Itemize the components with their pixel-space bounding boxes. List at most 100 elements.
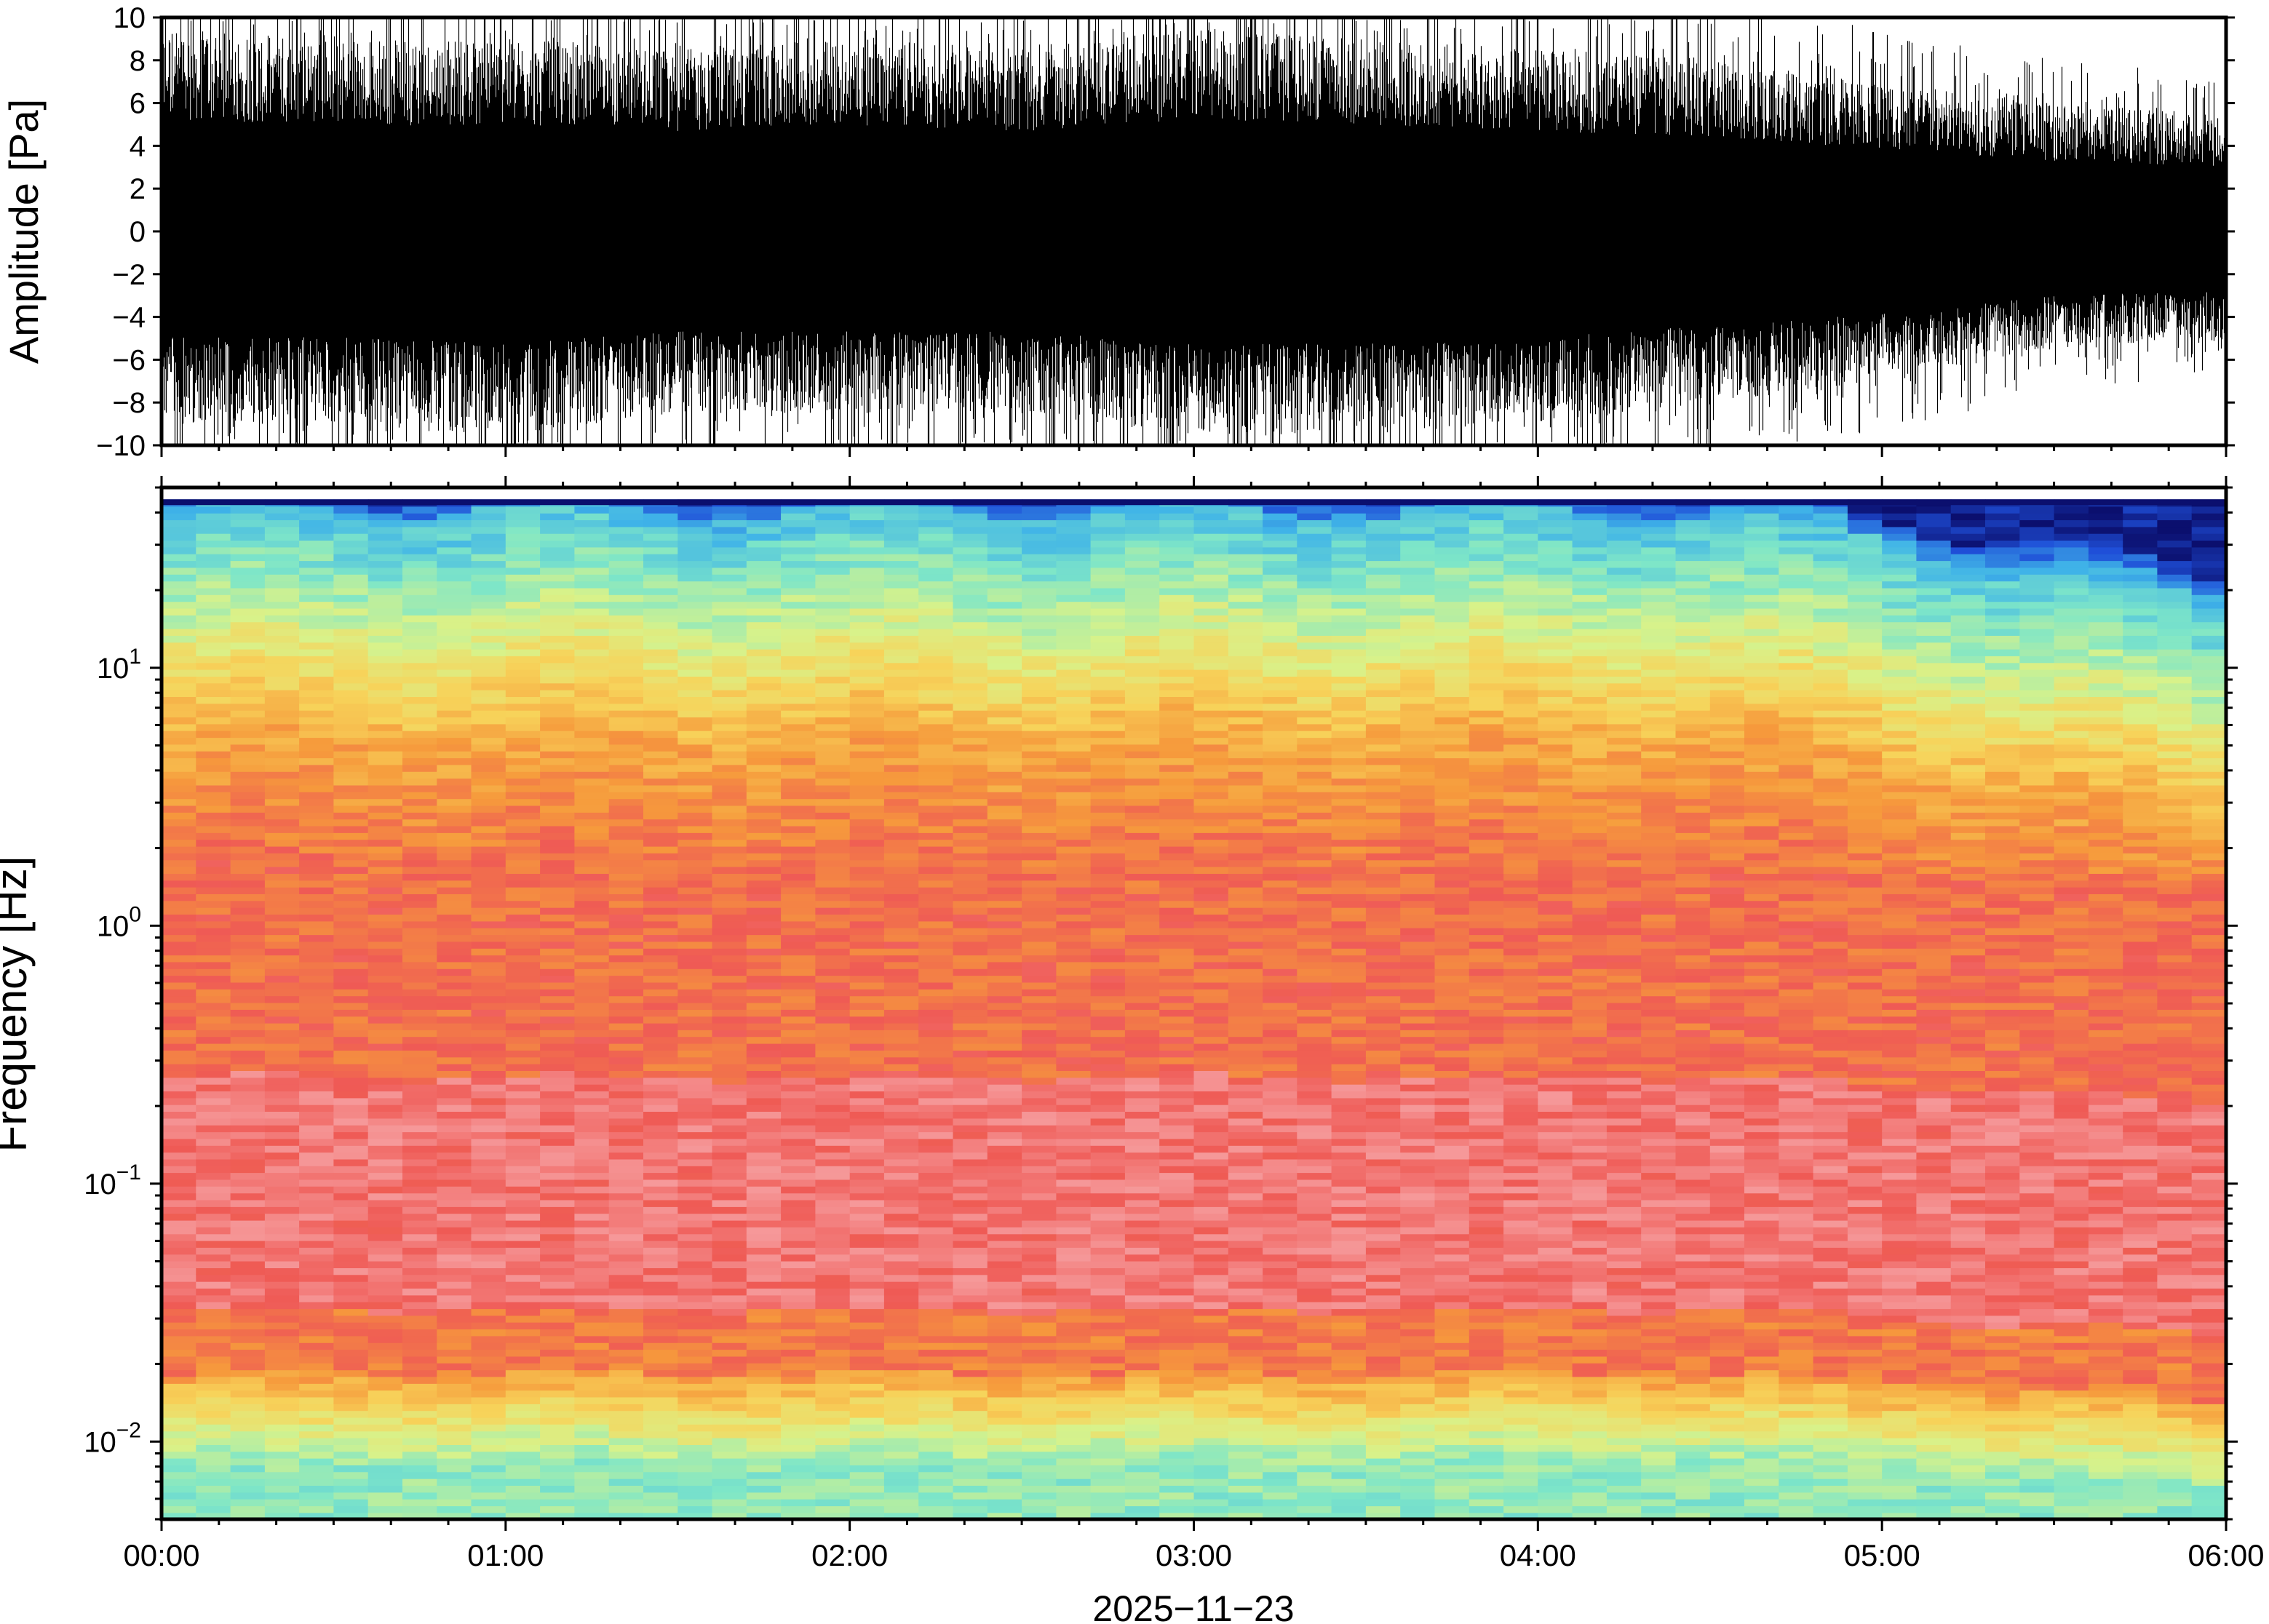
spectrogram-cell (1228, 546, 1264, 554)
spectrogram-cell (712, 1009, 747, 1017)
spectrogram-cell (1193, 703, 1229, 711)
spectrogram-cell (162, 866, 197, 874)
spectrogram-cell (1090, 1166, 1126, 1174)
spectrogram-cell (437, 642, 472, 650)
spectrogram-cell (815, 1308, 851, 1316)
spectrogram-cell (574, 601, 610, 609)
spectrogram-cell (1022, 601, 1057, 609)
spectrogram-cell (264, 1219, 301, 1227)
spectrogram-cell (299, 1288, 335, 1296)
spectrogram-cell (264, 839, 301, 847)
spectrogram-cell (712, 1363, 747, 1371)
spectrogram-cell (505, 662, 541, 670)
spectrogram-cell (540, 648, 576, 656)
spectrogram-cell (574, 1213, 610, 1221)
spectrogram-cell (677, 642, 713, 650)
spectrogram-cell (746, 1410, 782, 1418)
spectrogram-cell (953, 669, 988, 677)
spectrogram-cell (1056, 1152, 1092, 1160)
spectrogram-cell (230, 1104, 266, 1112)
spectrogram-cell (987, 832, 1023, 840)
spectrogram-cell (402, 1376, 438, 1384)
spectrogram-cell (264, 1342, 301, 1350)
spectrogram-cell (712, 1274, 747, 1282)
spectrogram-cell (849, 798, 885, 806)
spectrogram-cell (574, 676, 610, 684)
spectrogram-cell (196, 751, 231, 759)
spectrogram-cell (918, 839, 954, 847)
spectrogram-cell (1090, 1404, 1126, 1412)
spectrogram-cell (402, 648, 438, 656)
spectrogram-cell (1124, 934, 1161, 942)
spectrogram-cell (1022, 1492, 1057, 1500)
spectrogram-cell (643, 1125, 679, 1133)
spectrogram-cell (1124, 1193, 1161, 1201)
spectrogram-cell (505, 771, 541, 779)
spectrogram-cell (1193, 1050, 1229, 1058)
spectrogram-cell (505, 1247, 541, 1255)
spectrogram-cell (883, 1172, 920, 1180)
spectrogram-cell (162, 587, 197, 595)
spectrogram-cell (643, 771, 679, 779)
spectrogram-cell (815, 1281, 851, 1289)
spectrogram-cell (1263, 757, 1298, 765)
spectrogram-cell (1228, 676, 1264, 684)
spectrogram-cell (746, 1104, 782, 1112)
spectrogram-cell (402, 1404, 438, 1412)
spectrogram-cell (1056, 1349, 1092, 1357)
spectrogram-cell (367, 1424, 403, 1432)
spectrogram-cell (953, 751, 988, 759)
spectrogram-cell (677, 798, 713, 806)
spectrogram-cell (918, 1444, 954, 1452)
spectrogram-cell (643, 1444, 679, 1452)
spectrogram-cell (299, 1179, 335, 1187)
spectrogram-cell (746, 1030, 782, 1038)
spectrogram-cell (1056, 832, 1092, 840)
spectrogram-cell (1056, 819, 1092, 827)
spectrogram-cell (574, 656, 610, 664)
spectrogram-cell (540, 1451, 576, 1459)
spectrogram-cell (402, 907, 438, 915)
spectrogram-cell (333, 1369, 369, 1377)
spectrogram-cell (781, 1356, 816, 1364)
spectrogram-cell (299, 1349, 335, 1357)
spectrogram-cell (953, 1091, 988, 1099)
spectrogram-cell (471, 1152, 506, 1160)
spectrogram-cell (677, 1125, 713, 1133)
spectrogram-cell (540, 1383, 576, 1391)
spectrogram-cell (437, 656, 472, 664)
spectrogram-cell (815, 731, 851, 739)
spectrogram-cell (230, 676, 266, 684)
spectrogram-cell (299, 1043, 335, 1051)
spectrogram-cell (677, 859, 713, 867)
spectrogram-cell (608, 764, 644, 772)
spectrogram-cell (712, 1206, 747, 1214)
spectrogram-cell (333, 995, 369, 1003)
spectrogram-cell (402, 1131, 438, 1139)
spectrogram-cell (367, 1260, 403, 1268)
spectrogram-cell (815, 1267, 851, 1275)
spectrogram-cell (953, 757, 988, 765)
spectrogram-cell (1056, 1172, 1092, 1180)
spectrogram-cell (505, 1376, 541, 1384)
spectrogram-cell (540, 1091, 576, 1099)
spectrogram-cell (815, 621, 851, 629)
spectrogram-cell (1193, 1417, 1229, 1425)
spectrogram-cell (402, 1294, 438, 1302)
spectrogram-cell (1263, 1478, 1298, 1486)
spectrogram-cell (196, 886, 231, 894)
spectrogram-cell (815, 520, 851, 528)
spectrogram-cell (540, 567, 576, 575)
spectrogram-cell (1022, 1417, 1057, 1425)
spectrogram-cell (883, 955, 920, 963)
spectrogram-cell (677, 1036, 713, 1044)
spectrogram-cell (1022, 1166, 1057, 1174)
spectrogram-cell (918, 581, 954, 589)
spectrogram-cell (746, 1335, 782, 1343)
spectrogram-cell (883, 1145, 920, 1153)
spectrogram-cell (437, 1056, 472, 1064)
spectrogram-cell (471, 737, 506, 745)
spectrogram-cell (1228, 1417, 1264, 1425)
spectrogram-cell (471, 1308, 506, 1316)
spectrogram-cell (677, 1363, 713, 1371)
